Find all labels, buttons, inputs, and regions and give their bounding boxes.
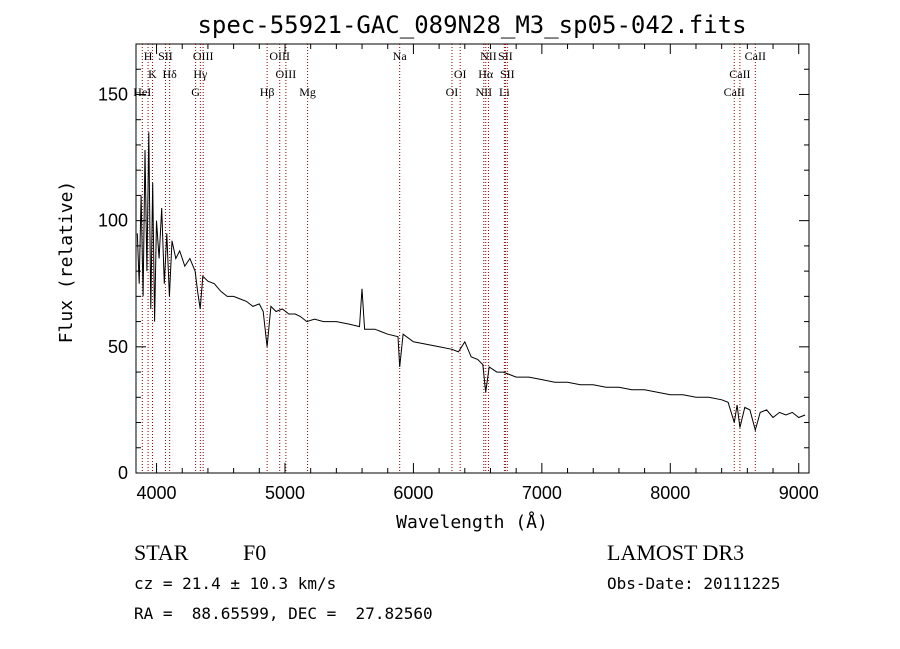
y-tick-label: 100 [98,211,128,231]
marker-label: Na [393,49,408,63]
axis-ticks: 4000 5000 6000 7000 8000 9000 0 50 100 150 [98,44,819,503]
chart-title: spec-55921-GAC_089N28_M3_sp05-042.fits [197,11,746,39]
y-tick-label: 150 [98,84,128,104]
marker-label: Mg [299,85,316,99]
emission-line-markers: HKHeISIIHδGOIIIHγHβOIIIOIIIMgNaOIOINIIHα… [133,44,766,473]
spectrum-chart: spec-55921-GAC_089N28_M3_sp05-042.fits H… [56,11,819,533]
plot-frame [135,43,810,474]
marker-label: NII [480,49,497,63]
observation-date: Obs-Date: 20111225 [607,574,781,593]
object-class: STAR [134,540,189,565]
marker-label: OIII [276,67,297,81]
marker-label: OI [454,67,467,81]
marker-label: Hγ [193,67,208,81]
coordinates: RA = 88.65599, DEC = 27.82560 [134,604,433,623]
marker-label: H [144,49,153,63]
marker-label: SII [498,49,513,63]
y-axis-label: Flux (relative) [56,181,77,344]
object-subclass: F0 [243,540,267,565]
marker-label: OIII [193,49,214,63]
series-layer [136,132,806,433]
marker-label: CaII [729,67,750,81]
marker-label: Hα [478,67,494,81]
series-flux-line [136,132,806,433]
x-tick-label: 9000 [779,483,819,503]
x-tick-label: 4000 [137,483,177,503]
marker-label: SII [500,67,515,81]
marker-label: G [191,85,200,99]
marker-label: Li [499,85,510,99]
x-tick-label: 8000 [650,483,690,503]
marker-label: Hβ [260,85,275,99]
marker-label: CaII [745,49,766,63]
x-tick-label: 7000 [522,483,562,503]
marker-label: NII [475,85,492,99]
x-axis-label: Wavelength (Å) [396,511,548,533]
marker-label: OIII [269,49,290,63]
redshift-velocity: cz = 21.4 ± 10.3 km/s [134,574,337,593]
x-tick-label: 5000 [265,483,305,503]
marker-label: OI [446,85,459,99]
y-tick-label: 50 [108,337,128,357]
marker-label: K [148,67,157,81]
y-tick-label: 0 [118,463,128,483]
survey-label: LAMOST DR3 [607,540,745,565]
marker-label: HeI [133,85,151,99]
marker-label: CaII [724,85,745,99]
x-tick-label: 6000 [393,483,433,503]
marker-label: Hδ [162,67,177,81]
marker-label: SII [158,49,173,63]
